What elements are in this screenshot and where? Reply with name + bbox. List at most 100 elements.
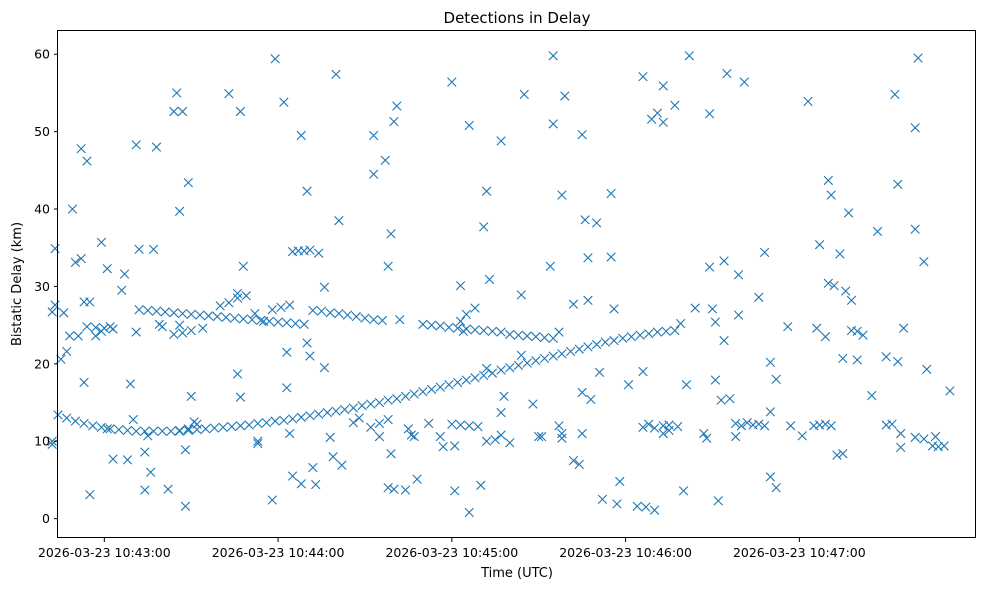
data-point	[250, 308, 260, 319]
data-point	[707, 304, 718, 314]
data-point	[299, 319, 309, 330]
data-point	[270, 54, 280, 64]
data-point	[820, 332, 831, 342]
data-point	[867, 390, 877, 401]
data-point	[337, 460, 347, 470]
data-point	[832, 450, 842, 460]
y-tick-label: 40	[34, 202, 50, 217]
data-point	[241, 291, 251, 301]
data-point	[186, 309, 196, 319]
data-point	[90, 331, 101, 341]
x-tick-label: 2026-03-23 10:45:00	[385, 545, 518, 560]
data-point	[606, 252, 616, 262]
data-point	[890, 89, 900, 100]
data-point	[409, 431, 419, 442]
data-point	[661, 326, 671, 337]
data-point	[82, 156, 92, 166]
data-point	[852, 326, 862, 337]
data-point	[279, 415, 289, 426]
data-point	[487, 326, 498, 337]
data-point	[783, 321, 793, 332]
data-point	[678, 486, 689, 496]
data-point	[374, 397, 385, 408]
data-point	[406, 430, 416, 440]
data-point	[919, 434, 929, 444]
data-point	[426, 384, 437, 395]
data-point	[765, 357, 776, 367]
data-point	[461, 375, 472, 385]
y-tick-label: 20	[34, 356, 50, 371]
data-point	[342, 310, 353, 320]
data-point	[166, 426, 176, 436]
data-point	[632, 501, 642, 511]
data-point	[919, 256, 929, 267]
data-point	[496, 136, 506, 146]
data-point	[771, 374, 781, 385]
data-point	[479, 325, 489, 336]
data-point	[160, 307, 170, 317]
data-point	[90, 322, 101, 333]
data-point	[435, 382, 445, 392]
data-point	[464, 507, 474, 518]
data-point	[557, 190, 567, 200]
data-point	[496, 430, 506, 440]
data-point	[713, 496, 723, 506]
data-point	[308, 305, 318, 316]
data-point	[577, 428, 587, 439]
data-point	[224, 89, 234, 99]
data-point	[438, 441, 448, 452]
data-point	[114, 424, 124, 435]
data-point	[177, 106, 188, 117]
data-point	[545, 261, 555, 271]
data-point	[673, 421, 683, 432]
data-point	[122, 455, 133, 465]
data-point	[157, 426, 167, 436]
data-point	[183, 178, 194, 188]
data-point	[531, 332, 541, 342]
data-point	[125, 379, 136, 389]
y-axis: 0 10 20 30 40 50 60	[34, 47, 58, 526]
data-point	[531, 356, 541, 366]
data-point	[311, 479, 321, 490]
data-point	[319, 282, 330, 292]
data-point	[174, 206, 185, 217]
data-point	[244, 420, 254, 430]
data-point	[61, 346, 72, 357]
data-point	[484, 274, 495, 285]
data-point	[754, 292, 764, 302]
data-point	[730, 418, 741, 429]
data-point	[348, 403, 359, 413]
data-point	[340, 404, 350, 415]
data-point	[426, 320, 437, 330]
data-point	[481, 363, 492, 374]
data-point	[134, 304, 144, 315]
data-point	[235, 421, 246, 431]
data-point	[270, 416, 280, 426]
data-point	[528, 399, 538, 409]
data-point	[583, 295, 593, 306]
data-point	[148, 426, 159, 436]
data-point	[823, 278, 833, 289]
data-point	[102, 263, 112, 274]
data-point	[351, 311, 361, 322]
data-point	[930, 431, 941, 442]
data-point	[473, 421, 483, 432]
data-point	[823, 175, 833, 186]
data-point	[392, 393, 402, 404]
data-point	[412, 474, 422, 484]
data-point	[644, 419, 654, 429]
data-point	[730, 431, 741, 442]
data-point	[316, 306, 327, 316]
data-point	[328, 452, 338, 462]
data-point	[733, 270, 744, 280]
data-point	[79, 418, 89, 429]
data-point	[119, 269, 130, 279]
data-point	[623, 380, 634, 390]
data-point	[169, 329, 179, 340]
data-point	[400, 485, 411, 495]
data-point	[615, 476, 625, 487]
data-point	[444, 322, 454, 333]
data-point	[505, 363, 515, 373]
data-point	[557, 428, 567, 439]
data-point	[519, 89, 529, 100]
